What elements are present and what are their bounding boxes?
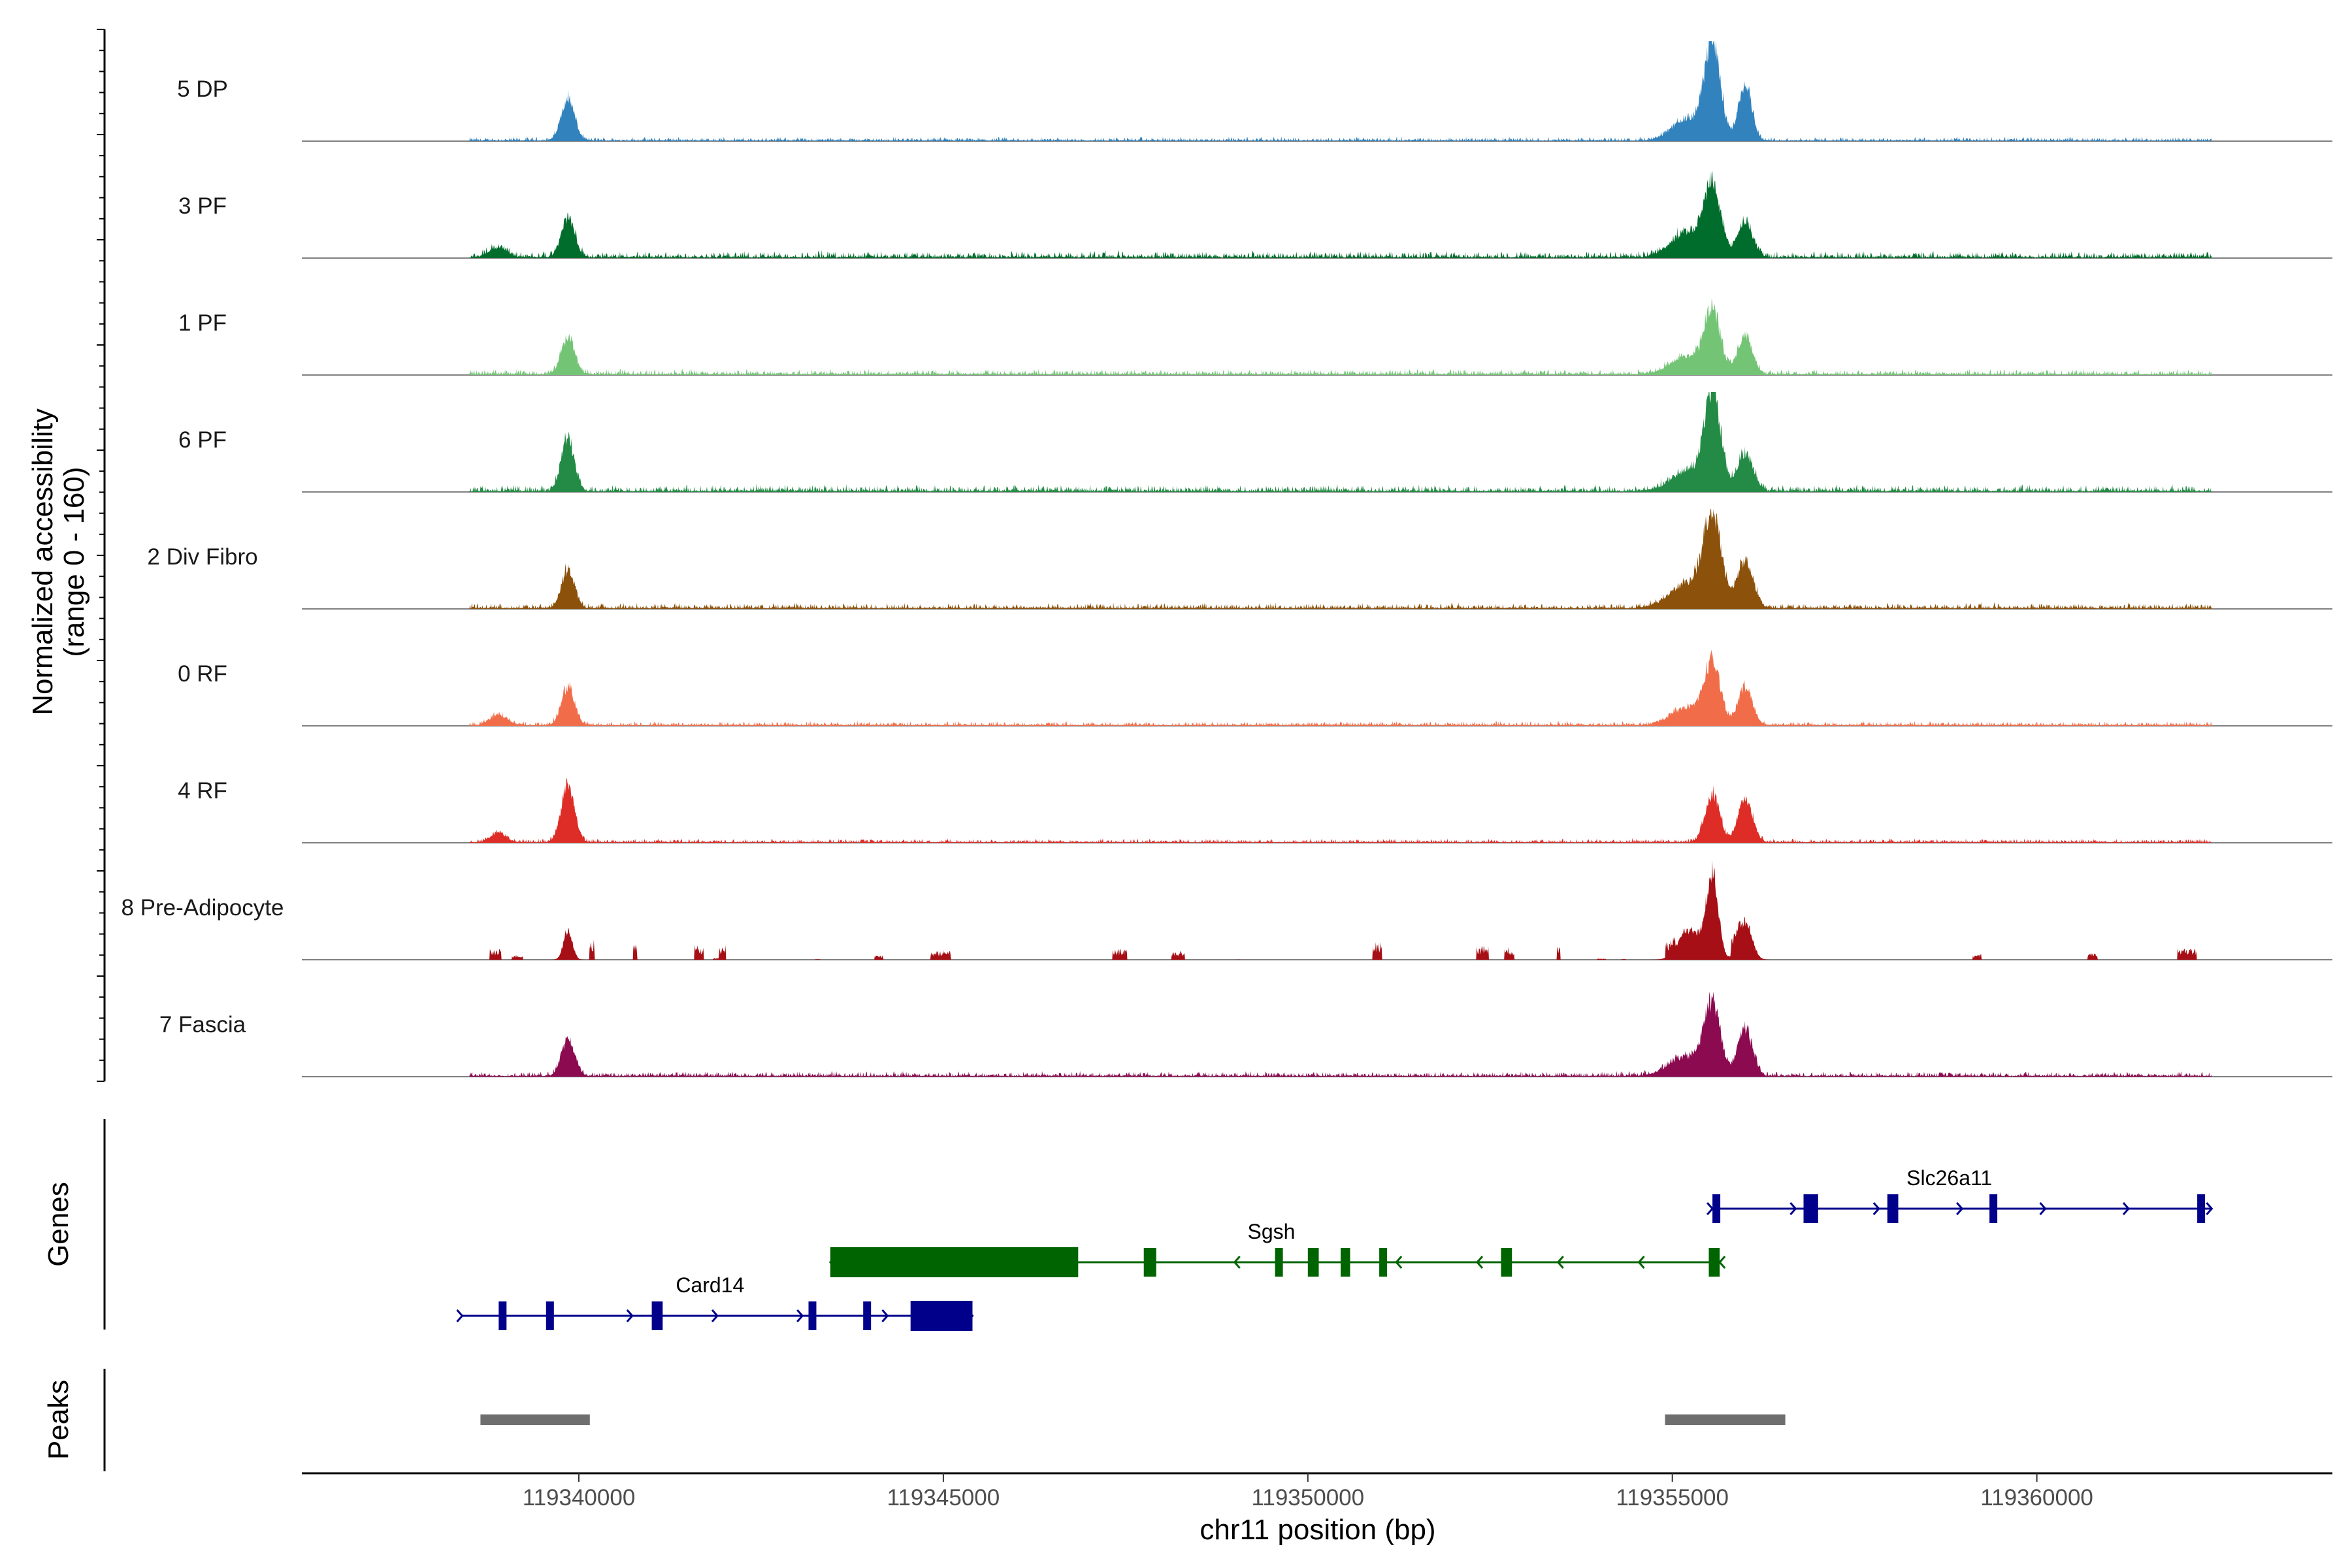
exon	[2197, 1194, 2206, 1223]
strand-arrow	[1475, 1256, 1484, 1269]
track-label: 3 PF	[178, 193, 227, 219]
strand-arrow	[1956, 1202, 1964, 1215]
strand-arrow	[796, 1309, 804, 1322]
track-label: 6 PF	[178, 427, 227, 453]
y-axis	[97, 29, 106, 1082]
strand-arrow	[1233, 1256, 1241, 1269]
strand-arrow	[711, 1309, 719, 1322]
coverage-area	[469, 860, 2212, 960]
gene-label: Slc26a11	[1906, 1166, 1992, 1190]
exon	[651, 1301, 663, 1330]
exon	[1887, 1194, 1899, 1223]
track-label: 7 Fascia	[159, 1012, 246, 1037]
coverage-area	[469, 649, 2212, 726]
gene-label: Sgsh	[1248, 1220, 1296, 1243]
exon	[546, 1301, 554, 1330]
y-axis-title: Normalized accessibility	[27, 408, 59, 715]
gene-annotations: Slc26a11 Sgsh Card14	[456, 1166, 2213, 1331]
strand-arrow	[456, 1309, 464, 1322]
exon	[1307, 1248, 1319, 1277]
coverage-area	[469, 171, 2212, 258]
coverage-area	[469, 298, 2212, 375]
x-tick-label: 119360000	[1980, 1485, 2093, 1511]
exon	[1803, 1194, 1818, 1223]
y-axis-range-label: (range 0 - 160)	[58, 466, 90, 657]
gene-card14: Card14	[456, 1273, 974, 1331]
x-tick-label: 119345000	[887, 1485, 1000, 1511]
coverage-area	[469, 509, 2212, 609]
x-axis-title: chr11 position (bp)	[1200, 1514, 1435, 1546]
track-label: 0 RF	[178, 661, 227, 687]
exon	[808, 1301, 817, 1330]
coverage-tracks: 5 DP 3 PF 1 PF 6 PF 2 Div Fibro 0 RF 4 RF 8 Pre…	[121, 41, 2332, 1077]
coverage-area	[469, 392, 2212, 492]
genes-track-label: Genes	[42, 1182, 74, 1267]
track-label: 8 Pre-Adipocyte	[121, 895, 284, 921]
strand-arrow	[1718, 1256, 1726, 1269]
exon	[1989, 1194, 1998, 1223]
gene-slc26a11: Slc26a11	[1706, 1166, 2213, 1223]
coverage-area	[469, 991, 2212, 1077]
strand-arrow	[881, 1309, 889, 1322]
exon	[910, 1301, 973, 1331]
strand-arrow	[2122, 1202, 2131, 1215]
x-tick-label: 119350000	[1252, 1485, 1365, 1511]
exon	[1501, 1248, 1512, 1277]
strand-arrow	[1637, 1256, 1645, 1269]
coverage-area	[469, 41, 2212, 141]
strand-arrow	[1872, 1202, 1880, 1215]
coverage-area	[469, 777, 2212, 843]
peak-region-bar	[1665, 1414, 1786, 1425]
track-label: 4 RF	[178, 778, 227, 804]
track-7: 8 Pre-Adipocyte	[121, 860, 2332, 960]
strand-arrow	[1556, 1256, 1564, 1269]
track-3: 6 PF	[178, 392, 2332, 493]
exon	[1275, 1248, 1283, 1277]
track-label: 5 DP	[177, 76, 228, 102]
exon	[1712, 1194, 1721, 1223]
x-tick-label: 119355000	[1616, 1485, 1729, 1511]
track-8: 7 Fascia	[159, 991, 2332, 1077]
peak-regions	[480, 1414, 1786, 1425]
track-2: 1 PF	[178, 298, 2332, 376]
track-5: 0 RF	[178, 649, 2332, 727]
peaks-track-label: Peaks	[42, 1380, 74, 1460]
x-tick-label: 119340000	[523, 1485, 636, 1511]
exon	[1341, 1248, 1350, 1277]
track-4: 2 Div Fibro	[147, 509, 2332, 610]
track-0: 5 DP	[177, 41, 2332, 142]
gene-sgsh: Sgsh	[828, 1220, 1726, 1277]
peak-region-bar	[480, 1414, 590, 1425]
strand-arrow	[1706, 1202, 1714, 1215]
exon	[1708, 1248, 1720, 1277]
strand-arrow	[1395, 1256, 1403, 1269]
strand-arrow	[2039, 1202, 2047, 1215]
track-1: 3 PF	[178, 171, 2332, 259]
x-axis: 119340000 119345000 119350000 119355000 1193…	[302, 1472, 2332, 1511]
gene-label: Card14	[676, 1273, 744, 1297]
exon	[498, 1301, 507, 1330]
track-6: 4 RF	[178, 777, 2332, 843]
track-label: 2 Div Fibro	[147, 544, 257, 570]
strand-arrow	[626, 1309, 634, 1322]
track-label: 1 PF	[178, 310, 227, 336]
strand-arrow	[1789, 1202, 1797, 1215]
strand-arrow	[2206, 1202, 2213, 1215]
exon	[863, 1301, 872, 1330]
exon	[1143, 1248, 1156, 1277]
exon	[1379, 1248, 1388, 1277]
exon	[830, 1247, 1079, 1277]
